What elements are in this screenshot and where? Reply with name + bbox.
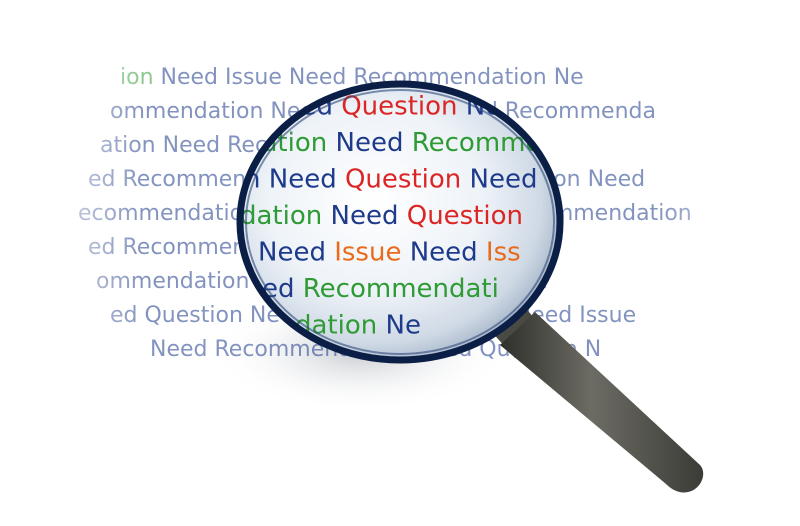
lens-row-3: n Need Question Need <box>244 165 537 195</box>
handle <box>490 302 704 493</box>
lens-rim-highlight <box>245 89 555 355</box>
word-question: Question <box>398 201 523 231</box>
lens-row-5: Need Issue Need Iss <box>258 238 521 268</box>
lens-rim <box>236 80 564 364</box>
handle-grip <box>500 312 704 493</box>
word-recommendation: dation <box>240 201 322 231</box>
word-recommendation: Recommendati <box>295 274 499 304</box>
word-need: Need <box>401 238 477 268</box>
word-issue: Issue <box>326 238 402 268</box>
word-need: Need <box>260 165 336 195</box>
word-need: Ne <box>377 311 421 341</box>
lens-row-4: dation Need Question <box>240 201 523 231</box>
word-need: Need <box>461 165 537 195</box>
word-question: Question <box>337 165 462 195</box>
word-need: Need <box>322 201 398 231</box>
word-need: Need <box>258 238 326 268</box>
word-need: Need <box>327 128 403 158</box>
word-issue: Iss <box>478 238 521 268</box>
lens-glass <box>242 86 558 358</box>
lens-row-6: ed Recommendati <box>262 274 499 304</box>
